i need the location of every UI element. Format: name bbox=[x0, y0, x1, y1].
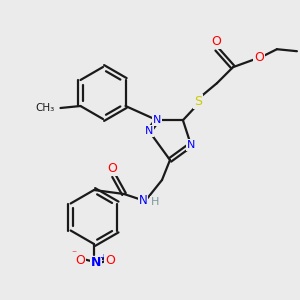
Text: CH₃: CH₃ bbox=[35, 103, 55, 113]
Text: O: O bbox=[107, 161, 117, 175]
Text: N: N bbox=[187, 140, 195, 150]
Text: ⁻: ⁻ bbox=[71, 249, 76, 259]
Text: S: S bbox=[194, 95, 202, 108]
Text: O: O bbox=[75, 254, 85, 266]
Text: N: N bbox=[153, 115, 161, 125]
Text: O: O bbox=[254, 51, 264, 64]
Text: O: O bbox=[105, 254, 115, 266]
Text: N: N bbox=[91, 256, 101, 269]
Text: N: N bbox=[139, 194, 147, 206]
Text: +: + bbox=[99, 253, 107, 263]
Text: H: H bbox=[151, 197, 159, 207]
Text: N: N bbox=[145, 126, 153, 136]
Text: O: O bbox=[211, 35, 221, 48]
